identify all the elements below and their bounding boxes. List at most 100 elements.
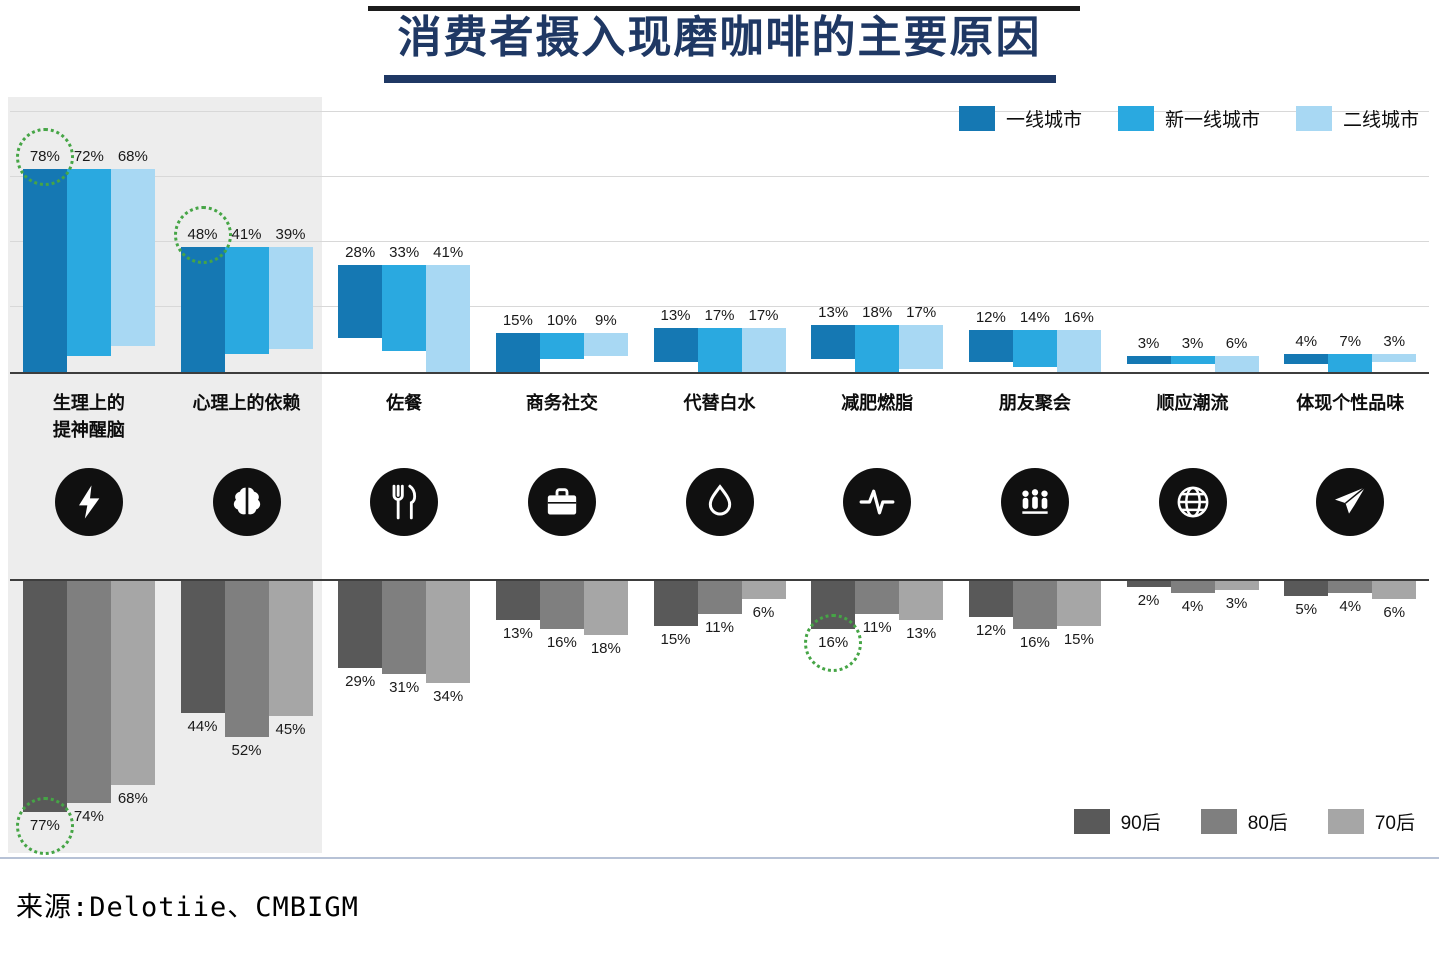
bar-column: 6% [741, 581, 786, 649]
bar-value-label: 4% [1339, 598, 1362, 615]
bar-down-s2-c0 [110, 581, 155, 785]
legend-label: 90后 [1120, 813, 1161, 834]
category-label-3: 商务社交 [525, 393, 598, 413]
up-bar-group-2: 28% 33% 41% [325, 243, 483, 372]
bar-value-label: 72% [73, 148, 104, 166]
bar-value-label: 16% [1019, 634, 1050, 651]
top-bar-groups: 78% 72% 68% 48% 41% 39% 28% 33% 41% 15% 10% 9% 13% 17… [0, 147, 1439, 372]
bar-down-s1-c3 [539, 581, 584, 629]
category-label-4: 代替白水 [683, 393, 756, 413]
icon-cell [483, 468, 641, 536]
up-bar-group-3: 15% 10% 9% [483, 311, 641, 372]
bar-up-s1-c6 [1012, 330, 1057, 367]
legend-swatch [1073, 809, 1110, 834]
bar-column: 3% [1372, 332, 1417, 372]
bar-value-label: 28% [345, 244, 376, 262]
bar-down-s1-c8 [1328, 581, 1373, 593]
bar-down-s0-c1 [180, 581, 225, 713]
bar-value-label: 12% [975, 309, 1006, 327]
category-label-8: 体现个性品味 [1296, 393, 1405, 413]
legend-swatch [1200, 809, 1237, 834]
legend-swatch [958, 106, 995, 131]
down-bar-group-3: 13% 16% 18% [483, 581, 641, 658]
bar-value-label: 7% [1339, 332, 1362, 350]
bar-column: 11% [855, 581, 900, 652]
top-border-fragment [368, 6, 1080, 11]
bar-value-label: 33% [389, 244, 420, 262]
bar-value-label: 11% [705, 619, 734, 636]
legend-label: 新一线城市 [1164, 110, 1260, 131]
bar-column: 7% [1328, 332, 1373, 372]
bar-value-label: 77% [29, 817, 60, 834]
lightning-icon [54, 468, 123, 536]
bar-value-label: 44% [187, 718, 218, 735]
legend-item-1: 80后 [1200, 808, 1288, 835]
bar-column: 4% [1170, 581, 1215, 616]
category-label-5: 减肥燃脂 [841, 393, 914, 413]
legend-item-2: 70后 [1327, 808, 1415, 835]
bar-up-s1-c4 [697, 327, 742, 372]
bar-value-label: 15% [1063, 631, 1094, 648]
chart-area: 一线城市 新一线城市 二线城市 78% 72% 68% 48% 41% 39% 28% 33% 41… [0, 97, 1439, 853]
up-bar-group-4: 13% 17% 17% [641, 306, 799, 372]
bar-up-s1-c0 [66, 169, 111, 357]
bar-column: 29% [338, 581, 383, 706]
down-bar-group-8: 5% 4% 6% [1271, 581, 1429, 622]
bar-value-label: 18% [590, 640, 621, 657]
bar-column: 39% [268, 225, 313, 372]
city-tier-chart: 一线城市 新一线城市 二线城市 78% 72% 68% 48% 41% 39% 28% 33% 41… [0, 97, 1439, 372]
icon-cell [641, 468, 799, 536]
bar-column: 3% [1170, 334, 1215, 372]
bar-down-s0-c3 [495, 581, 540, 620]
briefcase-icon [527, 468, 596, 536]
category-labels: 生理上的 提神醒脑 心理上的依赖 佐餐 商务社交 代替白水 减肥燃脂 朋友聚会 顺应潮流 体现个性… [0, 374, 1439, 444]
bar-column: 15% [495, 311, 540, 372]
bar-value-label: 68% [117, 790, 148, 807]
bar-column: 3% [1214, 581, 1259, 616]
legend-label: 70后 [1374, 813, 1415, 834]
bar-up-s0-c1 [180, 247, 225, 372]
bar-value-label: 3% [1181, 335, 1204, 353]
bar-value-label: 12% [975, 622, 1006, 639]
bar-column: 15% [653, 581, 698, 649]
bar-column: 2% [1126, 581, 1171, 616]
bar-value-label: 4% [1295, 332, 1318, 350]
bar-down-s0-c4 [653, 581, 698, 626]
up-bar-group-8: 4% 7% 3% [1271, 332, 1429, 372]
bar-up-s1-c7 [1170, 356, 1215, 365]
bar-up-s1-c3 [539, 333, 584, 359]
source-credit: 来源:Delotiie、CMBIGM [16, 892, 359, 923]
bar-down-s1-c6 [1012, 581, 1057, 629]
bar-column: 10% [539, 311, 584, 372]
category-label-1: 心理上的依赖 [192, 393, 301, 413]
down-bar-group-5: 16% 11% 13% [798, 581, 956, 652]
bar-down-s1-c1 [224, 581, 269, 737]
bar-column: 15% [1056, 581, 1101, 652]
bar-value-label: 3% [1137, 335, 1160, 353]
bar-down-s1-c0 [66, 581, 111, 803]
bar-value-label: 4% [1181, 598, 1204, 615]
bar-column: 16% [1012, 581, 1057, 652]
bar-value-label: 2% [1137, 592, 1160, 609]
bar-column: 77% [22, 581, 67, 835]
bar-up-s1-c2 [382, 265, 427, 352]
bar-value-label: 78% [29, 148, 60, 166]
bar-up-s2-c2 [426, 265, 471, 372]
bar-column: 9% [583, 311, 628, 372]
infographic-page: 消费者摄入现磨咖啡的主要原因 一线城市 新一线城市 二线城市 78% 72% 68% 48… [0, 6, 1439, 960]
bar-value-label: 14% [1019, 309, 1050, 327]
legend-swatch [1117, 106, 1154, 131]
bar-column: 6% [1372, 581, 1417, 622]
legend-item-0: 一线城市 [958, 105, 1082, 132]
legend-swatch [1327, 809, 1364, 834]
bar-value-label: 17% [748, 306, 779, 324]
bar-column: 34% [426, 581, 471, 706]
meal-icon [370, 468, 439, 536]
gridline-25 [10, 306, 1429, 307]
bar-column: 13% [811, 303, 856, 372]
bar-column: 16% [1056, 308, 1101, 372]
bar-value-label: 17% [704, 306, 735, 324]
gridline-100 [10, 111, 1429, 112]
bar-column: 4% [1284, 332, 1329, 372]
bar-column: 12% [968, 308, 1013, 372]
